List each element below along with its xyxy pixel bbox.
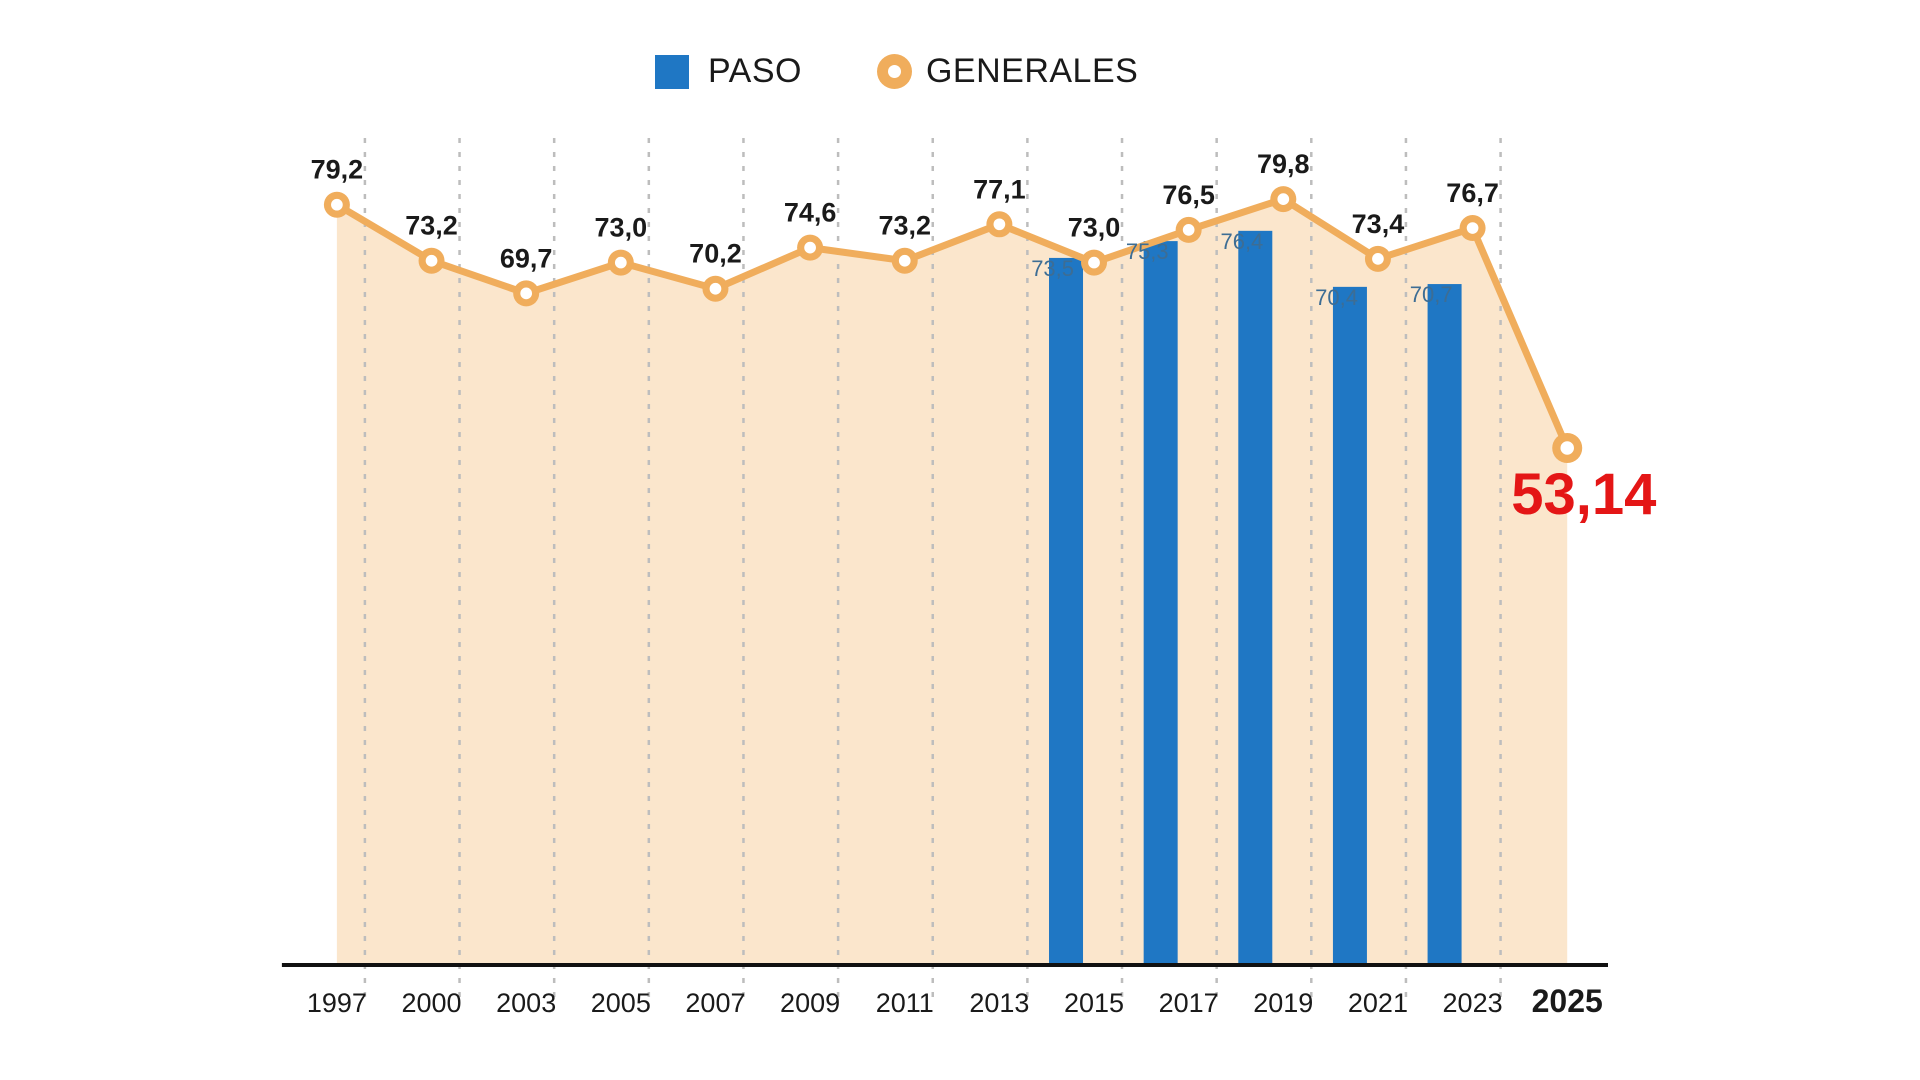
svg-text:70,2: 70,2 (689, 239, 742, 269)
svg-text:73,2: 73,2 (878, 211, 931, 241)
svg-text:76,4: 76,4 (1220, 229, 1263, 254)
svg-text:77,1: 77,1 (973, 174, 1026, 204)
svg-text:75,3: 75,3 (1126, 239, 1169, 264)
svg-text:1997: 1997 (307, 988, 367, 1018)
svg-text:69,7: 69,7 (500, 243, 553, 273)
svg-text:2003: 2003 (496, 988, 556, 1018)
svg-text:2000: 2000 (402, 988, 462, 1018)
svg-text:79,2: 79,2 (311, 155, 364, 185)
svg-text:2009: 2009 (780, 988, 840, 1018)
svg-text:2011: 2011 (876, 988, 934, 1018)
svg-text:2013: 2013 (969, 988, 1029, 1018)
svg-text:70,7: 70,7 (1410, 282, 1453, 307)
svg-text:2005: 2005 (591, 988, 651, 1018)
svg-text:2015: 2015 (1064, 988, 1124, 1018)
svg-text:2019: 2019 (1253, 988, 1313, 1018)
svg-text:2017: 2017 (1159, 988, 1219, 1018)
svg-text:76,7: 76,7 (1446, 178, 1499, 208)
svg-text:73,0: 73,0 (1068, 213, 1121, 243)
svg-text:2025: 2025 (1532, 983, 1603, 1019)
svg-text:73,5: 73,5 (1031, 256, 1074, 281)
svg-text:2023: 2023 (1443, 988, 1503, 1018)
svg-text:2021: 2021 (1348, 988, 1408, 1018)
svg-text:70,4: 70,4 (1315, 285, 1358, 310)
svg-text:73,4: 73,4 (1352, 209, 1405, 239)
svg-text:53,14: 53,14 (1511, 462, 1656, 527)
svg-text:76,5: 76,5 (1162, 180, 1215, 210)
svg-text:74,6: 74,6 (784, 198, 837, 228)
svg-text:73,2: 73,2 (405, 211, 458, 241)
svg-text:79,8: 79,8 (1257, 149, 1310, 179)
svg-text:2007: 2007 (685, 988, 745, 1018)
svg-text:73,0: 73,0 (595, 213, 648, 243)
